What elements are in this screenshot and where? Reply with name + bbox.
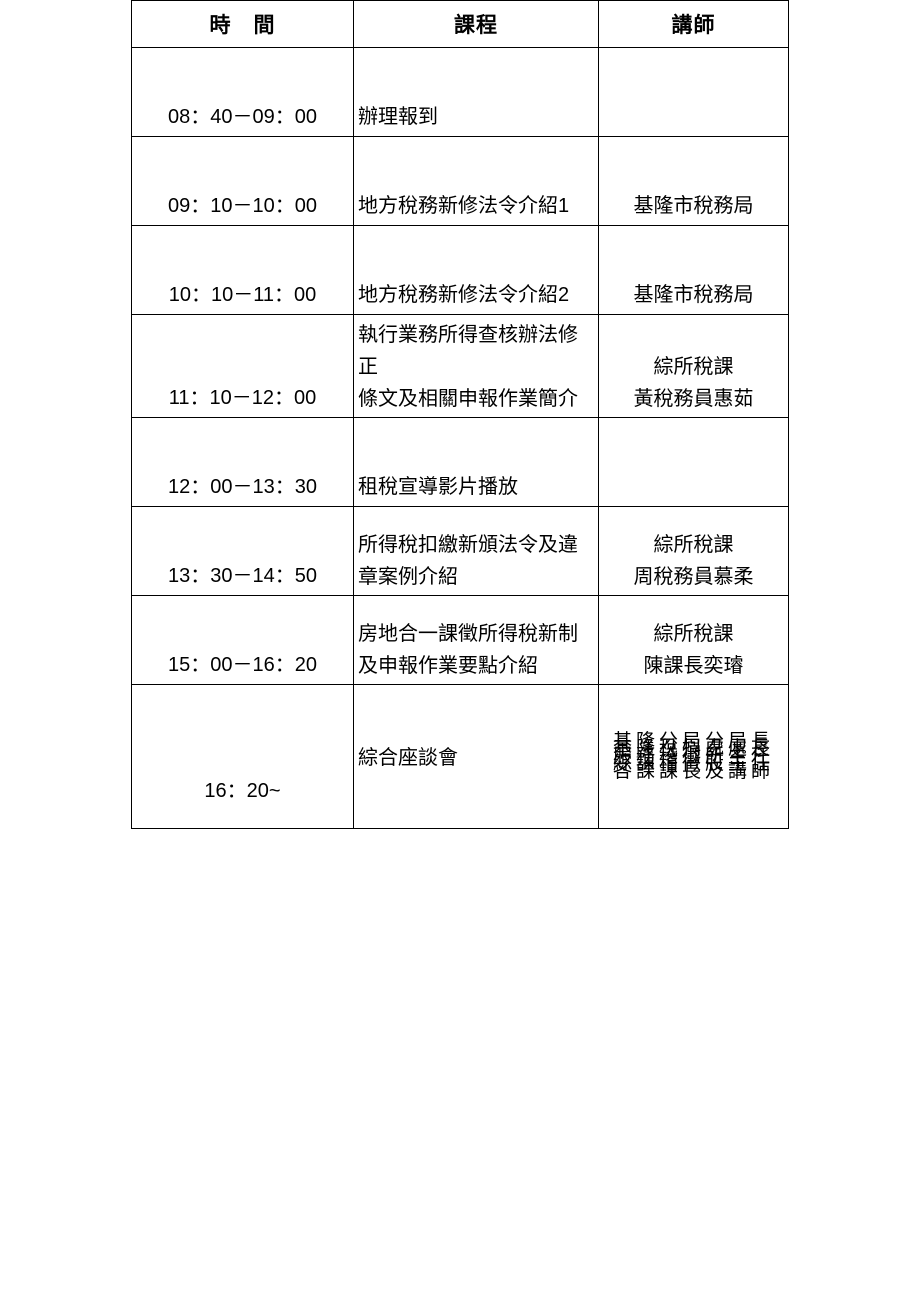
course-line1: 房地合一課徵所得稅新制 xyxy=(358,618,590,650)
table-row: 08：40－09：00 辦理報到 xyxy=(132,48,789,137)
instructor-line2: 陳課長奕璿 xyxy=(607,650,780,682)
table-row: 11：10－12：00 執行業務所得查核辦法修正 條文及相關申報作業簡介 綜所稅… xyxy=(132,315,789,418)
instructor-line1: 綜所稅課 xyxy=(607,529,780,561)
header-time: 時 間 xyxy=(132,1,354,48)
cell-course: 地方稅務新修法令介紹1 xyxy=(354,137,599,226)
cell-instructor: 基隆市稅務局 xyxy=(599,137,789,226)
cell-time: 10：10－11：00 xyxy=(132,226,354,315)
table-row: 16：20~ 綜合座談會 基隆分局分局長 基隆稅捐處處長 服務稽徵所主任 綜課稽… xyxy=(132,685,789,829)
header-course: 課程 xyxy=(354,1,599,48)
instructor-line2: 周稅務員慕柔 xyxy=(607,561,780,593)
cell-time: 11：10－12：00 xyxy=(132,315,354,418)
cell-course: 地方稅務新修法令介紹2 xyxy=(354,226,599,315)
table-header-row: 時 間 課程 講師 xyxy=(132,1,789,48)
cell-instructor: 基隆分局分局長 基隆稅捐處處長 服務稽徵所主任 綜課稽徵股主任 各課課長及講師 xyxy=(599,685,789,829)
cell-course: 租稅宣導影片播放 xyxy=(354,418,599,507)
table-row: 09：10－10：00 地方稅務新修法令介紹1 基隆市稅務局 xyxy=(132,137,789,226)
course-line1: 執行業務所得查核辦法修正 xyxy=(358,319,590,383)
schedule-table: 時 間 課程 講師 08：40－09：00 辦理報到 09：10－10：00 地… xyxy=(131,0,789,829)
instructor-line1: 綜所稅課 xyxy=(607,618,780,650)
table-row: 15：00－16：20 房地合一課徵所得稅新制 及申報作業要點介紹 綜所稅課 陳… xyxy=(132,596,789,685)
cell-instructor: 綜所稅課 周稅務員慕柔 xyxy=(599,507,789,596)
instructor-stacked: 基隆分局分局長 基隆稅捐處處長 服務稽徵所主任 綜課稽徵股主任 各課課長及講師 xyxy=(599,734,788,780)
table-row: 12：00－13：30 租稅宣導影片播放 xyxy=(132,418,789,507)
instructor-line2: 黃稅務員惠茹 xyxy=(607,383,780,415)
cell-instructor: 綜所稅課 陳課長奕璿 xyxy=(599,596,789,685)
cell-course: 房地合一課徵所得稅新制 及申報作業要點介紹 xyxy=(354,596,599,685)
instructor-stack-line: 各課課長及講師 xyxy=(601,768,786,776)
table-row: 10：10－11：00 地方稅務新修法令介紹2 基隆市稅務局 xyxy=(132,226,789,315)
cell-course: 辦理報到 xyxy=(354,48,599,137)
cell-course: 執行業務所得查核辦法修正 條文及相關申報作業簡介 xyxy=(354,315,599,418)
header-instructor: 講師 xyxy=(599,1,789,48)
cell-instructor xyxy=(599,418,789,507)
cell-instructor: 綜所稅課 黃稅務員惠茹 xyxy=(599,315,789,418)
course-line2: 及申報作業要點介紹 xyxy=(358,650,590,682)
instructor-line1: 綜所稅課 xyxy=(607,351,780,383)
cell-instructor xyxy=(599,48,789,137)
schedule-table-container: 時 間 課程 講師 08：40－09：00 辦理報到 09：10－10：00 地… xyxy=(0,0,920,829)
course-line2: 章案例介紹 xyxy=(358,561,590,593)
cell-course: 所得稅扣繳新頒法令及違 章案例介紹 xyxy=(354,507,599,596)
cell-time: 16：20~ xyxy=(132,685,354,829)
course-line2: 條文及相關申報作業簡介 xyxy=(358,383,590,415)
cell-instructor: 基隆市稅務局 xyxy=(599,226,789,315)
cell-time: 12：00－13：30 xyxy=(132,418,354,507)
cell-time: 08：40－09：00 xyxy=(132,48,354,137)
cell-course: 綜合座談會 xyxy=(354,685,599,829)
cell-time: 13：30－14：50 xyxy=(132,507,354,596)
cell-time: 15：00－16：20 xyxy=(132,596,354,685)
course-line1: 所得稅扣繳新頒法令及違 xyxy=(358,529,590,561)
cell-time: 09：10－10：00 xyxy=(132,137,354,226)
table-row: 13：30－14：50 所得稅扣繳新頒法令及違 章案例介紹 綜所稅課 周稅務員慕… xyxy=(132,507,789,596)
